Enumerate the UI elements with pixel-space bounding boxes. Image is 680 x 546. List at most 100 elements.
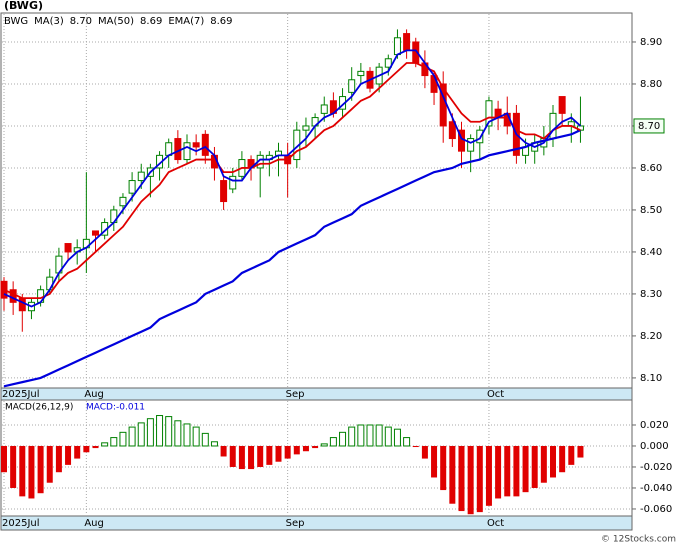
macd-bar bbox=[220, 445, 227, 457]
x-tick-label: Sep bbox=[286, 389, 305, 400]
macd-bar bbox=[357, 424, 365, 447]
y-tick-label: 8.50 bbox=[640, 205, 662, 216]
macd-bar bbox=[522, 445, 529, 493]
x-tick-label: Sep bbox=[286, 518, 305, 529]
macd-bar bbox=[495, 445, 502, 499]
y-tick-label: 0.000 bbox=[640, 441, 669, 452]
y-tick-label: 0.020 bbox=[640, 420, 669, 431]
macd-bar bbox=[568, 445, 575, 465]
indicator-line bbox=[3, 62, 581, 300]
candle-body bbox=[46, 276, 54, 291]
legend-entry: MA(50) bbox=[98, 16, 134, 27]
y-tick-label: 8.90 bbox=[640, 37, 662, 48]
macd-bar bbox=[101, 442, 109, 447]
candle-body bbox=[192, 142, 200, 148]
macd-bar bbox=[476, 445, 483, 513]
candle-body bbox=[128, 180, 136, 194]
footer: © 12Stocks.com bbox=[601, 535, 676, 545]
macd-bar bbox=[312, 445, 319, 449]
macd-bar bbox=[559, 445, 566, 473]
macd-bar bbox=[366, 424, 374, 447]
y-tick-label: -0.040 bbox=[640, 483, 672, 494]
macd-bar bbox=[275, 445, 282, 462]
legend-entry: EMA(7) bbox=[168, 16, 204, 27]
macd-bar bbox=[156, 415, 164, 447]
legend-value: 8.70 bbox=[70, 16, 92, 27]
macd-bar bbox=[19, 445, 26, 497]
candle-body bbox=[403, 33, 411, 51]
y-tick-label: 8.40 bbox=[640, 247, 662, 258]
macd-bar bbox=[504, 445, 511, 497]
macd-bar bbox=[119, 431, 127, 447]
macd-bar bbox=[37, 445, 44, 494]
macd-bar bbox=[74, 445, 81, 459]
indicator-line bbox=[3, 49, 582, 308]
macd-bar bbox=[302, 445, 309, 452]
legend-symbol: BWG bbox=[4, 16, 28, 27]
candle-body bbox=[448, 121, 456, 140]
y-tick-label: 8.10 bbox=[640, 373, 662, 384]
macd-bar bbox=[210, 441, 218, 447]
macd-bar bbox=[440, 445, 447, 491]
date-strip bbox=[0, 515, 633, 531]
chart-title: (BWG) bbox=[4, 0, 43, 12]
last-price-label: 8.70 bbox=[638, 121, 660, 132]
candle-body bbox=[64, 243, 72, 253]
legend-value: 8.69 bbox=[210, 16, 232, 27]
y-tick-label: -0.020 bbox=[640, 462, 672, 473]
macd-bar bbox=[165, 416, 173, 447]
macd-bar bbox=[550, 445, 556, 478]
legend-value: 8.69 bbox=[140, 16, 162, 27]
candle-body bbox=[220, 180, 228, 203]
macd-bar bbox=[348, 426, 356, 447]
macd-bar bbox=[577, 445, 584, 458]
y-tick-label: -0.060 bbox=[640, 504, 672, 515]
x-tick-label: Aug bbox=[84, 518, 104, 529]
y-tick-label: 8.20 bbox=[640, 331, 662, 342]
x-tick-label: 2025Jul bbox=[2, 389, 40, 400]
macd-bar bbox=[339, 431, 347, 447]
macd-bar bbox=[28, 445, 35, 499]
macd-bar bbox=[403, 437, 411, 447]
macd-bar bbox=[248, 445, 255, 470]
macd-bar bbox=[183, 423, 191, 447]
macd-bar bbox=[531, 445, 538, 488]
macd-bar bbox=[393, 428, 401, 447]
macd-bar bbox=[55, 445, 62, 473]
y-tick-label: 8.30 bbox=[640, 289, 662, 300]
price-panel bbox=[0, 12, 633, 389]
candle-body bbox=[485, 100, 493, 127]
candle-body bbox=[467, 138, 475, 152]
macd-bar bbox=[513, 445, 520, 497]
macd-bar bbox=[458, 445, 465, 512]
macd-bar bbox=[485, 445, 492, 506]
candle-body bbox=[357, 70, 365, 77]
candle-body bbox=[348, 79, 356, 93]
macd-bar bbox=[293, 445, 300, 455]
x-tick-label: Aug bbox=[84, 389, 104, 400]
candle-body bbox=[183, 142, 191, 161]
macd-bar bbox=[65, 445, 72, 465]
candle-body bbox=[229, 175, 237, 190]
macd-bar bbox=[192, 426, 200, 447]
macd-bar bbox=[266, 445, 273, 465]
macd-title: MACD(26,12,9) bbox=[5, 403, 73, 413]
macd-value: MACD:-0.011 bbox=[86, 403, 145, 413]
macd-bar bbox=[284, 445, 291, 459]
last-price-box bbox=[633, 118, 665, 134]
indicator-line bbox=[3, 129, 581, 388]
macd-bar bbox=[238, 445, 245, 470]
macd-bar bbox=[146, 418, 154, 447]
macd-bar bbox=[540, 445, 547, 483]
macd-bar bbox=[174, 420, 182, 447]
macd-bar bbox=[1, 445, 7, 473]
macd-bar bbox=[320, 443, 328, 447]
x-tick-label: Oct bbox=[487, 518, 504, 529]
y-tick-label: 8.60 bbox=[640, 163, 662, 174]
macd-bar bbox=[137, 422, 145, 447]
candle-body bbox=[476, 129, 484, 144]
y-tick-label: 8.80 bbox=[640, 79, 662, 90]
macd-bar bbox=[384, 426, 392, 447]
candle-body bbox=[384, 58, 392, 68]
macd-bar bbox=[229, 445, 236, 467]
